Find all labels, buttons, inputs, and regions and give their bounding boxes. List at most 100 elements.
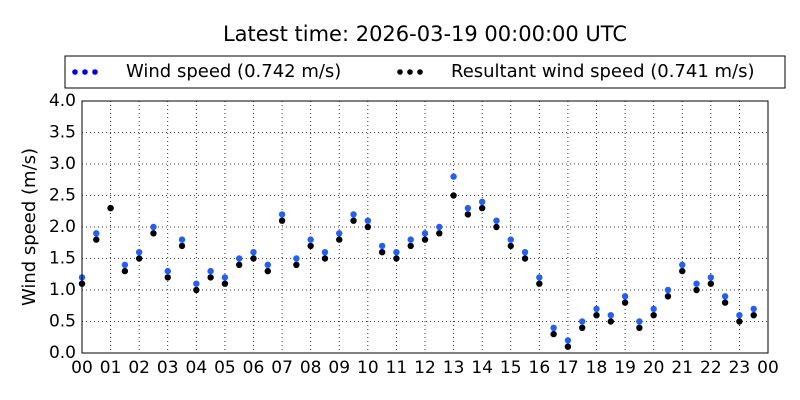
data-point (750, 305, 757, 313)
data-point (236, 261, 243, 268)
x-tick-label: 08 (300, 358, 322, 378)
data-point (664, 286, 672, 294)
data-point (650, 305, 657, 313)
data-point (736, 312, 743, 319)
y-tick-label: 3.0 (49, 154, 76, 174)
data-point (664, 293, 672, 300)
x-tick-label: 13 (443, 358, 465, 378)
data-point (521, 255, 529, 262)
x-tick-label: 22 (700, 358, 722, 378)
legend-label: Wind speed (0.742 m/s) (126, 61, 341, 82)
data-point (250, 249, 257, 256)
data-point (393, 249, 400, 256)
data-point (378, 249, 386, 256)
data-point (478, 204, 486, 212)
data-point (393, 255, 400, 262)
x-tick-label: 07 (271, 358, 293, 378)
data-point (178, 236, 186, 243)
data-point (707, 274, 715, 281)
data-point (593, 312, 600, 319)
legend-marker (397, 69, 403, 75)
data-point (135, 249, 143, 256)
x-tick-label: 02 (128, 358, 150, 378)
x-tick-label: 23 (729, 358, 751, 378)
data-point (164, 267, 171, 275)
data-point (478, 198, 486, 205)
data-point (621, 299, 629, 306)
data-point (436, 223, 443, 231)
data-point (636, 324, 643, 331)
data-point (150, 223, 157, 231)
x-tick-label: 12 (414, 358, 436, 378)
data-point (336, 236, 343, 243)
data-point (93, 230, 100, 237)
data-point (278, 217, 286, 224)
y-axis-label: Wind speed (m/s) (19, 148, 40, 306)
data-point (621, 293, 629, 300)
x-tick-label: 04 (186, 358, 208, 378)
data-point (650, 312, 657, 319)
data-point (350, 217, 357, 224)
data-point (536, 280, 543, 287)
data-point (421, 230, 429, 237)
data-point (336, 230, 343, 237)
data-point (679, 261, 686, 268)
data-point (636, 318, 643, 325)
chart-title: Latest time: 2026-03-19 00:00:00 UTC (223, 22, 627, 46)
data-point (521, 249, 529, 256)
data-point (93, 236, 100, 243)
data-point (407, 242, 414, 250)
x-tick-label: 20 (643, 358, 665, 378)
data-point (236, 255, 243, 262)
data-point (307, 236, 314, 243)
data-point (293, 261, 300, 268)
data-point (207, 267, 214, 275)
data-point (421, 236, 429, 243)
data-point (193, 286, 200, 294)
data-point (307, 242, 314, 250)
data-point (693, 280, 700, 287)
data-point (193, 280, 200, 287)
data-point (493, 217, 500, 224)
data-point (464, 204, 472, 212)
data-point (164, 274, 171, 281)
x-tick-label: 00 (757, 358, 779, 378)
x-tick-label: 21 (671, 358, 693, 378)
legend-marker (407, 69, 413, 75)
legend-marker (92, 69, 98, 75)
data-point (321, 249, 329, 256)
data-point (221, 280, 229, 287)
data-point (264, 267, 271, 275)
data-point (464, 211, 472, 218)
data-point (721, 293, 729, 300)
y-tick-label: 2.5 (49, 186, 76, 206)
data-point (293, 255, 300, 262)
data-point (135, 255, 143, 262)
data-point (750, 312, 757, 319)
x-tick-label: 11 (386, 358, 408, 378)
x-tick-label: 09 (328, 358, 350, 378)
data-point (536, 274, 543, 281)
data-point (221, 274, 229, 281)
data-point (721, 299, 729, 306)
data-point (207, 274, 214, 281)
x-tick-label: 03 (157, 358, 179, 378)
data-point (364, 223, 372, 231)
data-point (707, 280, 715, 287)
legend-marker (82, 69, 88, 75)
y-tick-label: 0.0 (49, 343, 76, 363)
x-tick-label: 06 (243, 358, 265, 378)
x-tick-label: 05 (214, 358, 236, 378)
data-point (736, 318, 743, 325)
data-point (321, 255, 329, 262)
data-point (507, 242, 514, 250)
data-point (450, 173, 457, 180)
x-tick-label: 17 (557, 358, 579, 378)
data-point (250, 255, 257, 262)
legend-marker (417, 69, 423, 75)
data-point (450, 192, 457, 199)
y-tick-label: 1.5 (49, 249, 76, 269)
y-tick-label: 4.0 (49, 91, 76, 111)
y-tick-label: 3.5 (49, 123, 76, 143)
x-tick-label: 01 (100, 358, 122, 378)
